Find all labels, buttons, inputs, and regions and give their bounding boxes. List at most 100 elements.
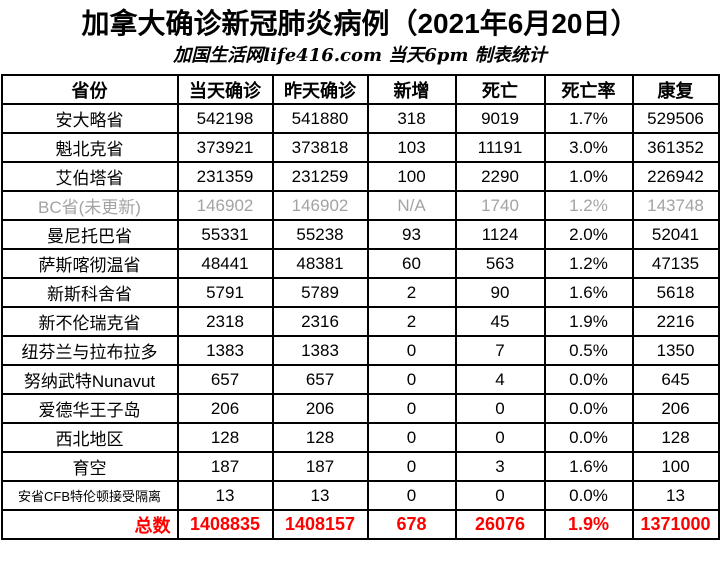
death-rate-cell: 1.6%	[543, 277, 634, 308]
new-cases-cell: 0	[366, 422, 457, 453]
total-recovered-cell: 1371000	[631, 509, 720, 540]
death-rate-cell: 0.0%	[543, 393, 634, 424]
yesterday-confirmed-cell: 373818	[271, 132, 369, 163]
table-row-saskatchewan: 萨斯喀彻温省 48441 48381 60 563 1.2% 47135	[0, 248, 720, 279]
death-rate-cell: 1.6%	[543, 451, 634, 482]
deaths-cell: 90	[454, 277, 546, 308]
deaths-cell: 2290	[454, 161, 546, 192]
yesterday-confirmed-cell: 2316	[271, 306, 369, 337]
table-row-quebec: 魁北克省 373921 373818 103 11191 3.0% 361352	[0, 132, 720, 163]
yesterday-confirmed-cell: 146902	[271, 190, 369, 221]
province-cell: 安大略省	[0, 103, 179, 134]
new-cases-cell: 100	[366, 161, 457, 192]
recovered-cell: 47135	[631, 248, 720, 279]
recovered-cell: 52041	[631, 219, 720, 250]
today-confirmed-cell: 542198	[176, 103, 274, 134]
total-deaths-cell: 26076	[454, 509, 546, 540]
deaths-cell: 4	[454, 364, 546, 395]
col-header-death-rate: 死亡率	[543, 74, 634, 105]
today-confirmed-cell: 48441	[176, 248, 274, 279]
province-cell: 新不伦瑞克省	[0, 306, 179, 337]
col-header-today-confirmed: 当天确诊	[176, 74, 274, 105]
deaths-cell: 7	[454, 335, 546, 366]
province-cell: 曼尼托巴省	[0, 219, 179, 250]
new-cases-cell: 60	[366, 248, 457, 279]
deaths-cell: 9019	[454, 103, 546, 134]
recovered-cell: 1350	[631, 335, 720, 366]
recovered-cell: 128	[631, 422, 720, 453]
table-row-nova-scotia: 新斯科舍省 5791 5789 2 90 1.6% 5618	[0, 277, 720, 308]
recovered-cell: 5618	[631, 277, 720, 308]
table-row-newfoundland-labrador: 纽芬兰与拉布拉多 1383 1383 0 7 0.5% 1350	[0, 335, 720, 366]
covid-stats-table: 省份 当天确诊 昨天确诊 新增 死亡 死亡率 康复 安大略省 542198 54…	[0, 74, 720, 540]
total-label: 总数	[0, 509, 179, 540]
header-row: 省份 当天确诊 昨天确诊 新增 死亡 死亡率 康复	[0, 74, 720, 105]
province-cell: 新斯科舍省	[0, 277, 179, 308]
new-cases-cell: 103	[366, 132, 457, 163]
recovered-cell: 226942	[631, 161, 720, 192]
col-header-new-cases: 新增	[366, 74, 457, 105]
province-cell: 西北地区	[0, 422, 179, 453]
col-header-recovered: 康复	[631, 74, 720, 105]
new-cases-cell: N/A	[366, 190, 457, 221]
death-rate-cell: 1.7%	[543, 103, 634, 134]
total-yesterday-confirmed-cell: 1408157	[271, 509, 369, 540]
province-cell: 爱德华王子岛	[0, 393, 179, 424]
today-confirmed-cell: 13	[176, 480, 274, 511]
recovered-cell: 2216	[631, 306, 720, 337]
death-rate-cell: 0.0%	[543, 422, 634, 453]
col-header-deaths: 死亡	[454, 74, 546, 105]
new-cases-cell: 0	[366, 393, 457, 424]
today-confirmed-cell: 146902	[176, 190, 274, 221]
province-cell: BC省(未更新)	[0, 190, 179, 221]
new-cases-cell: 318	[366, 103, 457, 134]
province-cell: 纽芬兰与拉布拉多	[0, 335, 179, 366]
table-row-yukon: 育空 187 187 0 3 1.6% 100	[0, 451, 720, 482]
province-cell: 安省CFB特伦顿接受隔离	[0, 480, 179, 511]
yesterday-confirmed-cell: 48381	[271, 248, 369, 279]
today-confirmed-cell: 128	[176, 422, 274, 453]
yesterday-confirmed-cell: 541880	[271, 103, 369, 134]
table-row-northwest-territories: 西北地区 128 128 0 0 0.0% 128	[0, 422, 720, 453]
total-row: 总数 1408835 1408157 678 26076 1.9% 137100…	[0, 509, 720, 540]
recovered-cell: 143748	[631, 190, 720, 221]
today-confirmed-cell: 1383	[176, 335, 274, 366]
total-death-rate-cell: 1.9%	[543, 509, 634, 540]
province-cell: 努纳武特Nunavut	[0, 364, 179, 395]
col-header-province: 省份	[0, 74, 179, 105]
table-row-ontario: 安大略省 542198 541880 318 9019 1.7% 529506	[0, 103, 720, 134]
recovered-cell: 645	[631, 364, 720, 395]
col-header-yesterday-confirmed: 昨天确诊	[271, 74, 369, 105]
deaths-cell: 0	[454, 393, 546, 424]
yesterday-confirmed-cell: 128	[271, 422, 369, 453]
yesterday-confirmed-cell: 206	[271, 393, 369, 424]
yesterday-confirmed-cell: 55238	[271, 219, 369, 250]
death-rate-cell: 1.2%	[543, 248, 634, 279]
table-row-prince-edward-island: 爱德华王子岛 206 206 0 0 0.0% 206	[0, 393, 720, 424]
yesterday-confirmed-cell: 657	[271, 364, 369, 395]
total-new-cases-cell: 678	[366, 509, 457, 540]
today-confirmed-cell: 657	[176, 364, 274, 395]
death-rate-cell: 0.5%	[543, 335, 634, 366]
new-cases-cell: 0	[366, 364, 457, 395]
today-confirmed-cell: 231359	[176, 161, 274, 192]
new-cases-cell: 0	[366, 451, 457, 482]
death-rate-cell: 0.0%	[543, 480, 634, 511]
deaths-cell: 45	[454, 306, 546, 337]
deaths-cell: 0	[454, 422, 546, 453]
table-row-new-brunswick: 新不伦瑞克省 2318 2316 2 45 1.9% 2216	[0, 306, 720, 337]
table-row-alberta: 艾伯塔省 231359 231259 100 2290 1.0% 226942	[0, 161, 720, 192]
recovered-cell: 206	[631, 393, 720, 424]
yesterday-confirmed-cell: 1383	[271, 335, 369, 366]
recovered-cell: 529506	[631, 103, 720, 134]
deaths-cell: 11191	[454, 132, 546, 163]
deaths-cell: 563	[454, 248, 546, 279]
death-rate-cell: 1.2%	[543, 190, 634, 221]
yesterday-confirmed-cell: 13	[271, 480, 369, 511]
today-confirmed-cell: 5791	[176, 277, 274, 308]
deaths-cell: 1124	[454, 219, 546, 250]
deaths-cell: 3	[454, 451, 546, 482]
province-cell: 魁北克省	[0, 132, 179, 163]
new-cases-cell: 93	[366, 219, 457, 250]
table-row-cfb-trenton-quarantine: 安省CFB特伦顿接受隔离 13 13 0 0 0.0% 13	[0, 480, 720, 511]
